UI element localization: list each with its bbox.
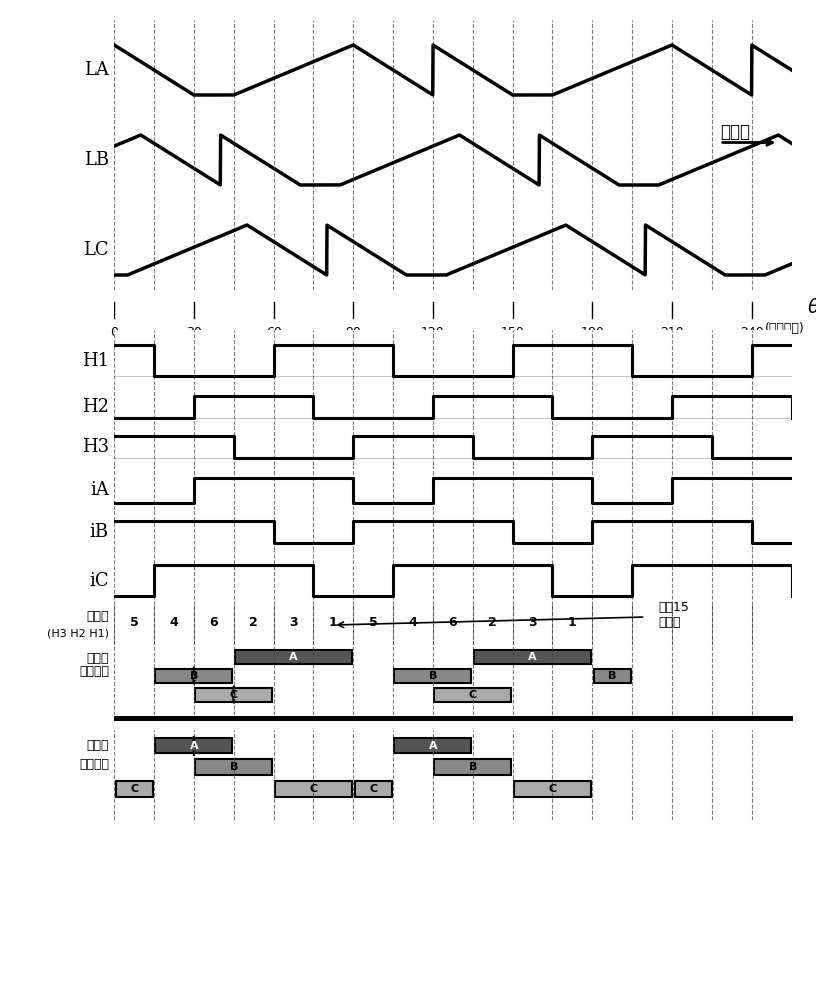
Text: 5: 5 [369,616,378,630]
FancyBboxPatch shape [355,781,392,797]
Text: $\theta$: $\theta$ [808,298,816,317]
Text: LA: LA [84,61,109,79]
Text: 3: 3 [289,616,298,630]
Text: 6: 6 [210,616,218,630]
FancyBboxPatch shape [116,781,153,797]
FancyBboxPatch shape [195,759,273,775]
Text: 2: 2 [250,616,258,630]
Text: 210: 210 [660,326,684,339]
Text: iC: iC [89,572,109,590]
Text: B: B [190,671,198,681]
Text: A: A [289,652,298,662]
Text: H2: H2 [82,398,109,416]
Text: C: C [548,784,557,794]
Text: 位置码: 位置码 [86,610,109,624]
Text: A: A [189,741,198,751]
Text: 导通相: 导通相 [86,739,109,752]
FancyBboxPatch shape [394,669,472,683]
FancyBboxPatch shape [514,781,591,797]
Text: 150: 150 [501,326,525,339]
Text: （反转）: （反转） [79,758,109,771]
Text: A: A [428,741,437,751]
Text: 6: 6 [449,616,457,630]
Text: H3: H3 [82,438,109,456]
Text: 240: 240 [740,326,764,339]
FancyBboxPatch shape [474,650,591,664]
FancyBboxPatch shape [434,688,512,702]
Text: (机械角度): (机械角度) [765,322,805,335]
Text: 4: 4 [170,616,179,630]
FancyBboxPatch shape [195,688,273,702]
Text: LB: LB [84,151,109,169]
Text: B: B [229,762,238,772]
Text: 1: 1 [568,616,577,630]
Text: （正转）: （正转） [79,665,109,678]
Text: iB: iB [90,523,109,541]
Text: (H3 H2 H1): (H3 H2 H1) [47,628,109,638]
FancyBboxPatch shape [155,669,233,683]
Text: C: C [130,784,138,794]
Text: 2: 2 [488,616,497,630]
Text: 60: 60 [266,326,282,339]
Text: C: C [369,784,377,794]
Text: A: A [528,652,537,662]
Text: B: B [468,762,477,772]
Text: 导通相: 导通相 [86,652,109,665]
Text: 3: 3 [528,616,537,630]
Text: 90: 90 [345,326,361,339]
Text: 5: 5 [130,616,139,630]
Text: iA: iA [90,481,109,499]
Text: C: C [309,784,317,794]
FancyBboxPatch shape [434,759,512,775]
Text: C: C [229,690,237,700]
Text: 1: 1 [329,616,338,630]
FancyBboxPatch shape [155,738,233,753]
Text: 180: 180 [580,326,605,339]
FancyBboxPatch shape [235,650,352,664]
FancyBboxPatch shape [275,781,352,797]
FancyBboxPatch shape [594,669,631,683]
Text: C: C [468,690,477,700]
Text: H1: H1 [82,352,109,370]
Text: 正方向: 正方向 [720,123,750,141]
Text: 尾部15
度区间: 尾部15 度区间 [659,601,690,629]
Text: 4: 4 [409,616,418,630]
Text: 0: 0 [110,326,118,339]
Text: B: B [608,671,616,681]
Text: 30: 30 [186,326,202,339]
FancyBboxPatch shape [394,738,472,753]
Text: B: B [428,671,437,681]
Text: 120: 120 [421,326,445,339]
Text: LC: LC [83,241,109,259]
